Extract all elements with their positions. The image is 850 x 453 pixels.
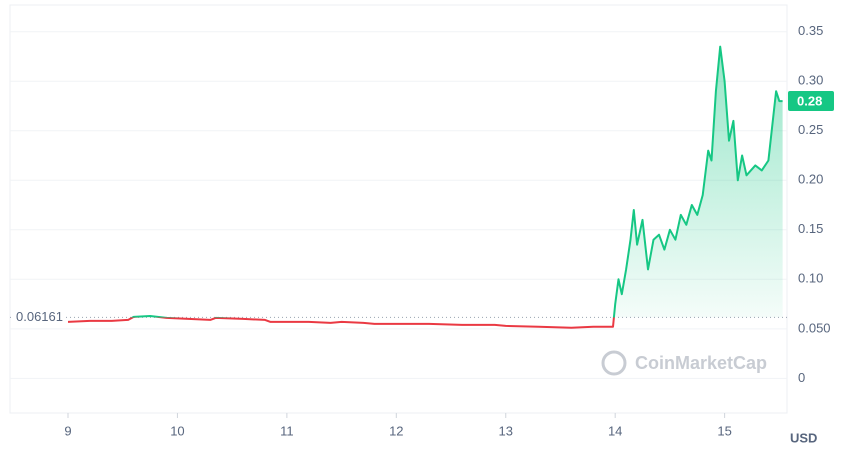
y-tick-label: 0.35: [798, 23, 823, 38]
y-tick-label: 0.25: [798, 122, 823, 137]
x-tick-label: 11: [280, 423, 294, 438]
y-tick-label: 0.20: [798, 172, 823, 187]
watermark-logo: [601, 350, 627, 376]
x-tick-label: 14: [608, 423, 622, 438]
x-tick-label: 9: [64, 423, 71, 438]
x-tick-label: 13: [499, 423, 513, 438]
x-tick-label: 12: [389, 423, 403, 438]
y-tick-label: 0.30: [798, 73, 823, 88]
baseline-label: 0.06161: [16, 309, 63, 324]
x-tick-label: 15: [717, 423, 731, 438]
price-line: [67, 45, 783, 329]
y-tick-label: 0.15: [798, 221, 823, 236]
watermark: CoinMarketCap: [635, 353, 767, 373]
y-tick-label: 0.050: [798, 320, 831, 335]
area: [132, 46, 783, 318]
x-tick-label: 10: [170, 423, 184, 438]
y-tick-label: 0: [798, 370, 805, 385]
currency-label: USD: [790, 430, 817, 445]
baseline-label-bg: [12, 308, 66, 327]
plot-frame: [9, 4, 788, 414]
current-price-box: [788, 91, 834, 112]
current-price-label: 0.28: [797, 93, 822, 108]
y-tick-label: 0.10: [798, 271, 823, 286]
